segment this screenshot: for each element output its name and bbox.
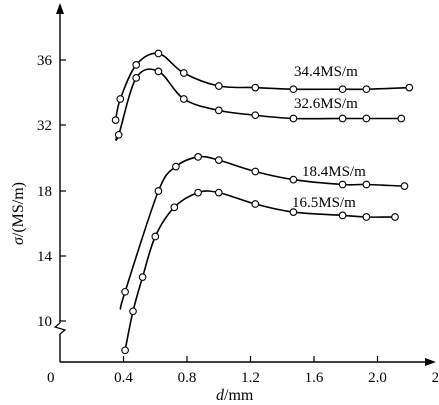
data-point [362, 180, 371, 189]
data-point [132, 74, 141, 82]
data-point [391, 213, 399, 221]
y-axis-break-mark [53, 322, 67, 335]
x-axis-symbol: d [216, 387, 225, 404]
x-tick-label: 1.2 [241, 370, 260, 386]
y-tick-label: 18 [37, 184, 52, 200]
data-point [338, 180, 347, 189]
data-point [179, 69, 188, 77]
data-point [154, 67, 163, 76]
y-tick-label: 14 [37, 249, 53, 265]
data-point [154, 187, 163, 195]
data-point [362, 114, 371, 123]
data-point [194, 153, 202, 161]
data-point [121, 346, 129, 355]
y-tick-label: 36 [37, 53, 53, 69]
data-point [289, 85, 298, 94]
data-point [214, 156, 223, 164]
data-point [362, 213, 371, 221]
series-line [114, 68, 402, 141]
series-layer [111, 49, 414, 355]
series-3 [121, 188, 399, 355]
data-point [251, 200, 260, 208]
data-point [362, 85, 371, 94]
series-1 [114, 67, 406, 141]
data-point [400, 182, 409, 190]
x-axis-label: d/mm [216, 387, 254, 404]
data-point [338, 114, 347, 123]
y-ticks: 10 14 18 32 36 [37, 53, 66, 330]
data-point [405, 83, 414, 92]
data-point [338, 85, 347, 94]
series-label-18-4: 18.4MS/m [302, 164, 366, 180]
y-axis-arrow [56, 3, 64, 14]
series-0 [111, 49, 414, 124]
x-axis-arrow [425, 358, 436, 366]
x-tick-label: 1.6 [305, 370, 324, 386]
data-point [114, 130, 123, 139]
data-point [151, 232, 160, 241]
data-point [251, 83, 260, 92]
data-point [129, 307, 137, 316]
data-point [154, 49, 163, 58]
data-point [170, 203, 179, 212]
data-point [251, 111, 260, 120]
y-axis-symbol: σ [10, 236, 27, 245]
data-point [111, 116, 120, 124]
data-point [121, 287, 129, 296]
x-ticks: 0.4 0.8 1.2 1.6 2.0 2.4 [114, 356, 439, 386]
data-point [338, 211, 347, 220]
y-tick-label: 10 [37, 314, 52, 330]
series-2 [119, 153, 409, 310]
data-point [194, 188, 202, 197]
data-point [116, 95, 125, 103]
data-point [179, 95, 188, 103]
data-point [289, 114, 298, 123]
x-tick-label: 2.0 [368, 370, 387, 386]
x-axis-unit: /mm [224, 387, 254, 404]
data-point [289, 175, 298, 184]
series-label-32-6: 32.6MS/m [294, 96, 358, 112]
data-point [251, 167, 260, 176]
data-point [138, 273, 147, 281]
y-axis-label: σ/(MS/m) [10, 182, 27, 245]
data-point [289, 208, 298, 216]
y-axis-unit: /(MS/m) [10, 182, 27, 237]
data-point [214, 82, 223, 90]
data-point [214, 106, 223, 115]
x-tick-label: 0.8 [178, 370, 197, 386]
y-tick-label: 32 [37, 118, 52, 134]
series-label-34-4: 34.4MS/m [294, 64, 358, 80]
series-label-16-5: 16.5MS/m [292, 195, 356, 211]
x-tick-label: 0.4 [114, 370, 133, 386]
data-point [172, 162, 180, 171]
data-point [397, 114, 406, 123]
data-point [214, 188, 223, 197]
data-point [132, 61, 141, 69]
origin-label: 0 [47, 370, 55, 386]
axes [53, 3, 436, 366]
x-tick-label: 2.4 [432, 370, 439, 386]
series-line [124, 190, 396, 351]
